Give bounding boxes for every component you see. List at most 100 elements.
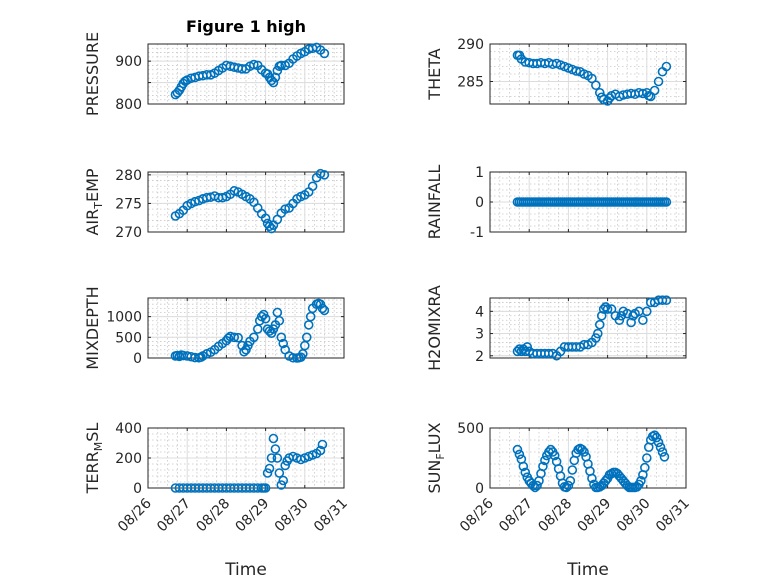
data-point bbox=[638, 88, 648, 99]
data-point bbox=[317, 439, 328, 450]
data-point bbox=[538, 461, 548, 472]
data-point bbox=[280, 204, 291, 214]
data-point bbox=[661, 61, 672, 72]
data-point bbox=[223, 333, 234, 343]
data-point bbox=[657, 447, 668, 457]
x-axis-label: Time bbox=[224, 560, 267, 580]
data-point bbox=[602, 304, 613, 314]
data-point bbox=[319, 48, 330, 59]
y-tick-label: 900 bbox=[115, 54, 142, 70]
data-point bbox=[514, 449, 525, 460]
data-point bbox=[594, 319, 605, 330]
y-tick-label: 0 bbox=[475, 481, 484, 497]
y-tick-label: 500 bbox=[457, 421, 484, 437]
y-tick-label: 3 bbox=[475, 327, 484, 343]
y-axis-label: H2OMIXRA bbox=[425, 285, 444, 371]
y-tick-label: 4 bbox=[475, 304, 484, 320]
data-point bbox=[540, 455, 550, 466]
data-point bbox=[600, 302, 611, 312]
y-tick-label: 1000 bbox=[106, 310, 142, 326]
data-point bbox=[274, 468, 285, 478]
data-point bbox=[579, 447, 589, 457]
y-axis-label-subscript: M bbox=[92, 442, 105, 452]
x-tick-label: 08/30 bbox=[614, 496, 654, 536]
data-point bbox=[614, 315, 625, 326]
data-point bbox=[278, 475, 289, 486]
data-point bbox=[522, 342, 533, 352]
data-point bbox=[270, 444, 281, 454]
subplot-sun: 0 500 SUNFLUX 08/26 08/27 08/28 08/29 08/30 08/3… bbox=[425, 421, 693, 580]
data-point bbox=[563, 480, 574, 491]
y-tick-label: 270 bbox=[115, 225, 142, 241]
data-point bbox=[229, 186, 240, 196]
axes-box bbox=[147, 171, 345, 233]
data-point bbox=[638, 315, 648, 326]
data-point bbox=[264, 221, 275, 232]
x-tick-label: 08/28 bbox=[535, 496, 575, 536]
axes-box bbox=[147, 43, 345, 105]
data-point bbox=[626, 317, 636, 328]
y-axis-label-main: H2OMIXRA bbox=[425, 285, 444, 371]
y-axis-label-main: TERR bbox=[83, 451, 102, 494]
data-point bbox=[659, 451, 670, 462]
x-tick-label: 08/28 bbox=[193, 496, 233, 536]
y-axis-label: PRESSURE bbox=[83, 32, 102, 116]
y-axis-label-subscript: F bbox=[434, 453, 447, 459]
subplot-h2omixra: 2 3 4 H2OMIXRA bbox=[425, 285, 687, 371]
y-axis-label-main: THETA bbox=[425, 48, 444, 100]
data-point bbox=[260, 483, 271, 493]
data-point bbox=[260, 213, 271, 224]
data-point bbox=[260, 313, 271, 324]
data-point bbox=[280, 460, 291, 471]
data-point bbox=[262, 468, 273, 478]
data-point bbox=[317, 303, 328, 314]
y-axis-label-main: RAINFALL bbox=[425, 165, 444, 240]
data-point bbox=[252, 203, 263, 213]
data-point bbox=[649, 85, 660, 96]
y-tick-label: 800 bbox=[115, 97, 142, 113]
data-point bbox=[596, 310, 607, 321]
y-axis-label: MIXDEPTH bbox=[83, 286, 102, 369]
data-point bbox=[616, 310, 627, 321]
axes-box bbox=[489, 427, 687, 489]
y-axis-label-main: MIXDEPTH bbox=[83, 286, 102, 369]
data-point bbox=[276, 480, 287, 490]
data-point bbox=[567, 465, 578, 475]
axes-box bbox=[147, 297, 345, 359]
x-tick-label: 08/27 bbox=[496, 496, 536, 536]
data-point bbox=[640, 462, 650, 473]
data-point bbox=[577, 444, 587, 455]
subplot-terr: 0 200 400 TERRMSL 08/26 08/27 08/28 08/29 08/30 0… bbox=[83, 421, 351, 580]
y-axis-label: AIRTEMP bbox=[83, 168, 105, 235]
y-tick-label: 400 bbox=[115, 421, 142, 437]
data-point bbox=[641, 306, 652, 317]
y-tick-label: 290 bbox=[457, 37, 484, 53]
y-axis-label-suffix: LUX bbox=[425, 422, 444, 453]
subplot-pressure: 800 900 PRESSURE Figure 1 high bbox=[83, 17, 345, 116]
data-point bbox=[653, 437, 664, 448]
data-point bbox=[661, 197, 672, 207]
data-point bbox=[217, 192, 228, 203]
y-axis-label-main: PRESSURE bbox=[83, 32, 102, 116]
subplot-grid: 800 900 PRESSURE Figure 1 high 285 290 THETA 27… bbox=[83, 17, 693, 580]
data-point bbox=[571, 66, 582, 76]
y-tick-label: 0 bbox=[133, 351, 142, 367]
data-point bbox=[319, 305, 330, 316]
data-point bbox=[628, 310, 638, 321]
x-tick-label: 08/30 bbox=[272, 496, 312, 536]
x-axis-label: Time bbox=[566, 560, 609, 580]
y-axis-label-suffix: SL bbox=[83, 423, 102, 442]
data-point bbox=[591, 80, 601, 91]
data-point bbox=[268, 433, 279, 444]
data-point bbox=[532, 480, 542, 491]
y-tick-label: 0 bbox=[475, 195, 484, 211]
data-point bbox=[661, 295, 672, 306]
data-point bbox=[592, 328, 603, 339]
data-point bbox=[278, 338, 289, 349]
data-point bbox=[657, 295, 668, 306]
data-point bbox=[233, 332, 243, 343]
data-point bbox=[520, 467, 531, 478]
x-tick-label: 08/31 bbox=[311, 496, 351, 536]
data-point bbox=[512, 444, 523, 455]
